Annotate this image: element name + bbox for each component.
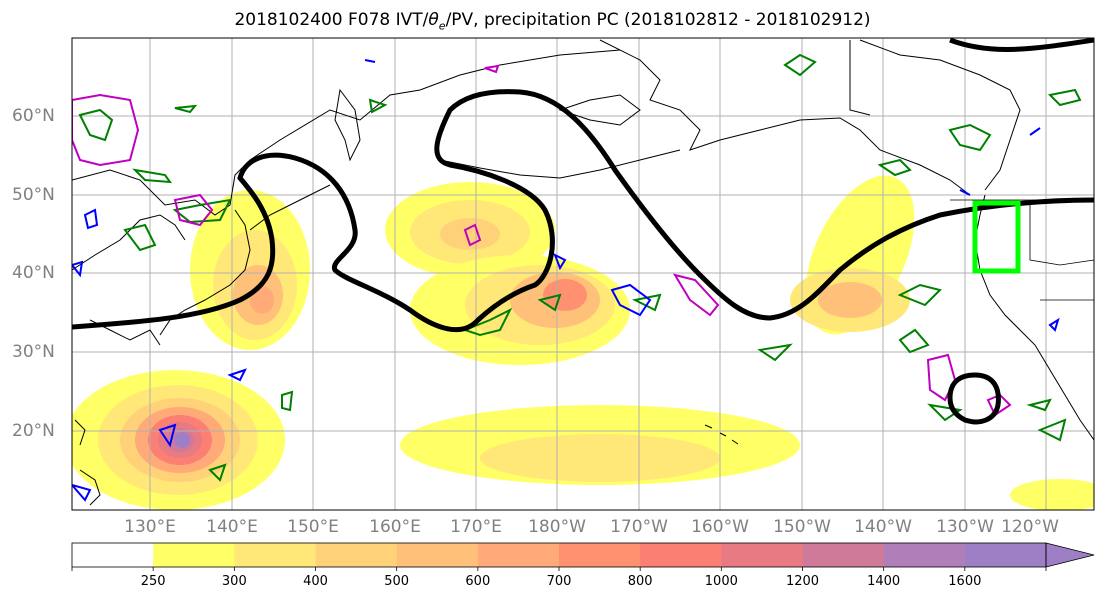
lat-label: 30°N	[12, 342, 55, 362]
colorbar-label: 500	[384, 574, 410, 589]
colorbar-frame	[71, 542, 1047, 568]
colorbar-segment	[477, 543, 560, 567]
map-frame	[71, 37, 1095, 511]
colorbar-segment	[721, 543, 803, 567]
colorbar	[71, 542, 1095, 571]
lat-label: 60°N	[12, 106, 55, 126]
lon-label: 170°W	[610, 517, 668, 537]
lon-label: 160°W	[691, 517, 749, 537]
lon-label: 170°E	[450, 517, 502, 537]
lon-label: 150°W	[773, 517, 831, 537]
lon-label: 130°E	[124, 517, 176, 537]
colorbar-label: 400	[303, 574, 328, 589]
ivt-fill	[440, 218, 500, 250]
pv-contours	[72, 59, 1060, 502]
colorbar-label: 300	[221, 574, 247, 589]
colorbar-label: 1600	[948, 574, 982, 589]
lon-label: 160°E	[369, 517, 421, 537]
ivt-fill	[480, 434, 720, 482]
colorbar-segment	[72, 543, 154, 567]
theta-e-contours	[78, 53, 1082, 482]
magenta-contours	[72, 64, 1012, 417]
colorbar-label: 700	[546, 574, 572, 589]
colorbar-label: 1200	[785, 574, 820, 589]
lon-label: 120°W	[1001, 517, 1059, 537]
lon-label: 140°W	[854, 517, 912, 537]
colorbar-label: 800	[627, 574, 653, 589]
colorbar-segment	[315, 543, 398, 567]
lon-label: 140°E	[206, 517, 258, 537]
colorbar-segment	[153, 543, 235, 567]
colorbar-label: 600	[465, 574, 491, 589]
ivt-fill	[250, 286, 274, 314]
colorbar-label: 250	[140, 574, 166, 589]
colorbar-segment	[640, 543, 722, 567]
colorbar-label: 1400	[867, 574, 901, 589]
target-region-box	[972, 200, 1021, 274]
colorbar-segment	[396, 543, 479, 567]
colorbar-segment	[234, 543, 316, 567]
lat-label: 40°N	[12, 263, 55, 283]
ivt-fill	[818, 282, 882, 318]
colorbar-segment	[802, 543, 885, 567]
colorbar-extend-arrow	[1045, 542, 1095, 568]
colorbar-segment	[559, 543, 641, 567]
ivt-shading	[72, 175, 1094, 510]
colorbar-segment	[883, 543, 966, 567]
lon-label: 180°W	[528, 517, 586, 537]
ivt-fill	[174, 432, 190, 448]
colorbar-segment	[964, 543, 1047, 567]
colorbar-label: 1000	[704, 574, 738, 589]
ivt-fill	[543, 279, 587, 311]
graticule	[72, 38, 1094, 510]
lon-label: 150°E	[287, 517, 339, 537]
lat-label: 50°N	[12, 185, 55, 205]
lat-label: 20°N	[12, 421, 55, 441]
ivt-fill	[1010, 479, 1094, 510]
ivt-contours	[72, 38, 1094, 425]
map-title: 2018102400 F078 IVT/θe/PV, precipitation…	[234, 10, 871, 33]
lon-label: 130°W	[936, 517, 994, 537]
